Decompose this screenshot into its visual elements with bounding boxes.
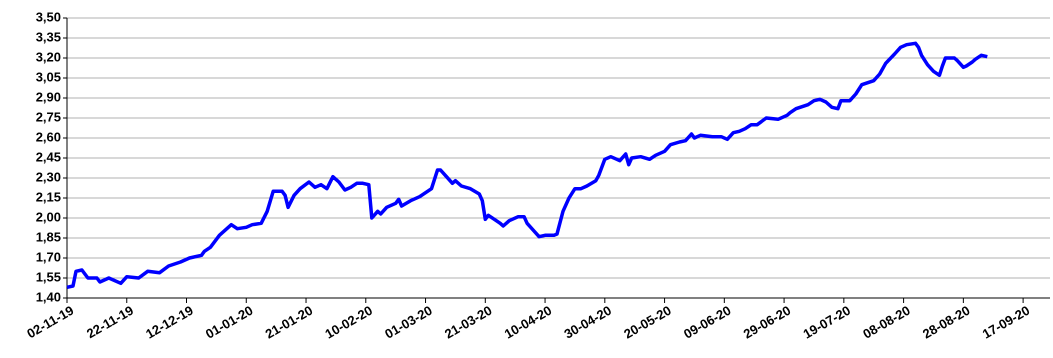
- y-tick-label: 3,20: [36, 49, 61, 64]
- y-tick-label: 2,90: [36, 89, 61, 104]
- x-tick-label: 17-09-20: [980, 303, 1033, 342]
- y-tick-label: 2,45: [36, 149, 61, 164]
- y-tick-label: 2,75: [36, 109, 61, 124]
- x-tick-label: 21-01-20: [263, 303, 316, 342]
- x-tick-label: 09-06-20: [681, 303, 734, 342]
- x-tick-label: 01-03-20: [382, 303, 435, 342]
- x-tick-label: 22-11-19: [84, 303, 136, 342]
- x-tick-label: 10-02-20: [322, 303, 375, 342]
- x-tick-label: 30-04-20: [561, 303, 614, 342]
- y-tick-label: 1,40: [36, 289, 61, 304]
- y-tick-label: 3,35: [36, 29, 61, 44]
- x-tick-label: 29-06-20: [741, 303, 794, 342]
- x-tick-label: 19-07-20: [800, 303, 853, 342]
- x-tick-label: 20-05-20: [621, 303, 674, 342]
- x-tick-label: 02-11-19: [24, 303, 76, 342]
- y-tick-label: 2,60: [36, 129, 61, 144]
- x-tick-label: 21-03-20: [442, 303, 495, 342]
- x-tick-label: 10-04-20: [502, 303, 555, 342]
- x-tick-label: 28-08-20: [920, 303, 973, 342]
- y-tick-label: 1,70: [36, 249, 61, 264]
- y-tick-label: 2,30: [36, 169, 61, 184]
- data-line: [66, 41, 988, 290]
- y-tick-label: 1,55: [36, 269, 61, 284]
- y-tick-label: 2,00: [36, 209, 61, 224]
- y-tick-label: 3,05: [36, 69, 61, 84]
- y-tick-label: 1,85: [36, 229, 61, 244]
- x-tick-label: 12-12-19: [143, 303, 196, 342]
- x-tick-label: 01-01-20: [203, 303, 256, 342]
- y-tick-label: 2,15: [36, 189, 61, 204]
- y-tick-label: 3,50: [36, 9, 61, 24]
- x-tick-label: 08-08-20: [860, 303, 913, 342]
